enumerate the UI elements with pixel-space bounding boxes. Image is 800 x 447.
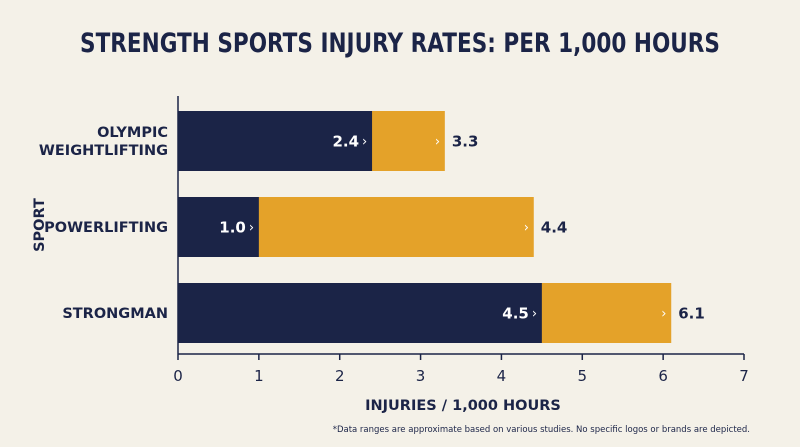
category-label-line-1-0: POWERLIFTING: [44, 220, 168, 236]
x-tick-label-1: 1: [254, 367, 264, 385]
value-label-high-2: 6.1: [678, 305, 705, 323]
bar-low-0: [178, 111, 373, 171]
chevron-icon-high-1: ›: [524, 221, 529, 236]
x-tick-label-3: 3: [416, 367, 426, 385]
value-label-low-0: 2.4: [332, 133, 359, 151]
x-tick-label-2: 2: [335, 367, 345, 385]
value-label-low-1: 1.0: [219, 219, 246, 237]
category-label-0: OLYMPIC WEIGHTLIFTING: [39, 125, 168, 159]
chart-title: STRENGTH SPORTS INJURY RATES: PER 1,000 …: [80, 27, 720, 59]
x-tick-label-0: 0: [173, 367, 183, 385]
x-tick-label-6: 6: [658, 367, 668, 385]
category-label-1: POWERLIFTING: [44, 220, 168, 236]
chevron-icon-low-2: ›: [532, 307, 537, 322]
x-ticks: 0 1 2 3 4 5 6 7: [173, 354, 749, 385]
chevron-icon-low-0: ›: [362, 135, 367, 150]
chevron-icon-high-2: ›: [661, 307, 666, 322]
x-tick-label-4: 4: [497, 367, 507, 385]
chevron-icon-low-1: ›: [249, 221, 254, 236]
category-label-line-2-0: STRONGMAN: [62, 306, 168, 322]
category-label-line-0-1: WEIGHTLIFTING: [39, 143, 168, 159]
category-label-2: STRONGMAN: [62, 306, 168, 322]
footnote: *Data ranges are approximate based on va…: [333, 425, 750, 435]
chevron-icon-high-0: ›: [435, 135, 440, 150]
x-tick-label-7: 7: [739, 367, 749, 385]
x-axis-title: INJURIES / 1,000 HOURS: [365, 398, 561, 414]
value-label-high-0: 3.3: [452, 133, 479, 151]
y-axis-title: SPORT: [32, 198, 48, 252]
value-label-low-2: 4.5: [502, 305, 529, 323]
value-label-high-1: 4.4: [541, 219, 568, 237]
axes-layer: [177, 96, 744, 355]
bars-layer: 2.4 › › 3.31.0 › › 4.44.5 › › 6.1: [178, 111, 705, 343]
category-labels: OLYMPIC WEIGHTLIFTING POWERLIFTING STRONGMA…: [39, 125, 168, 322]
x-tick-label-5: 5: [578, 367, 588, 385]
bar-low-1: [178, 197, 259, 257]
bar-low-2: [178, 283, 542, 343]
category-label-line-0-0: OLYMPIC: [97, 125, 168, 141]
